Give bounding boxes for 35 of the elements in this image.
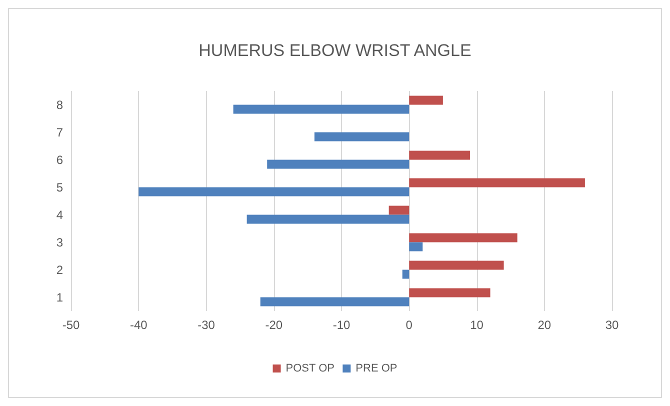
x-tick-label: -30 — [198, 318, 216, 332]
bar — [267, 160, 410, 169]
y-tick-label: 3 — [56, 235, 64, 250]
y-tick-label: 5 — [56, 180, 64, 194]
bar — [409, 260, 504, 270]
y-tick-label: 1 — [56, 290, 64, 304]
bar — [388, 206, 410, 215]
bar — [409, 150, 470, 160]
x-tick-label: 30 — [605, 318, 619, 332]
legend-label: PRE OP — [356, 362, 398, 374]
bar — [138, 187, 410, 196]
bar — [409, 242, 423, 252]
y-tick-label: 6 — [56, 152, 64, 167]
legend-label: POST OP — [286, 362, 334, 374]
bar — [409, 288, 490, 298]
bar — [409, 178, 585, 188]
x-tick-label: -10 — [332, 318, 350, 332]
x-tick-label: 20 — [538, 318, 552, 332]
bar — [409, 96, 443, 105]
chart-title: HUMERUS ELBOW WRIST ANGLE — [198, 41, 472, 60]
bar — [246, 214, 410, 224]
x-tick-label: -50 — [62, 318, 80, 332]
bar — [233, 104, 410, 114]
bar — [409, 233, 518, 242]
x-tick-label: -20 — [265, 318, 283, 332]
bar — [314, 132, 410, 142]
x-tick-label: 0 — [406, 318, 413, 332]
y-tick-label: 4 — [56, 208, 64, 222]
x-tick-label: 10 — [470, 318, 484, 332]
y-tick-label: 8 — [56, 98, 64, 112]
bar — [260, 297, 410, 306]
y-tick-label: 2 — [56, 262, 64, 277]
y-tick-label: 7 — [56, 125, 64, 140]
bar — [402, 270, 410, 279]
x-tick-label: -40 — [130, 318, 148, 332]
